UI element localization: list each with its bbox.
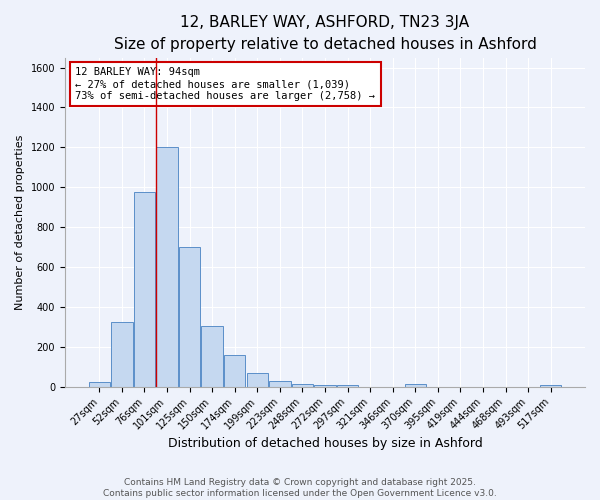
Bar (89, 382, 110, 386)
Bar (156, 148, 178, 386)
Title: 12, BARLEY WAY, ASHFORD, TN23 3JA
Size of property relative to detached houses i: 12, BARLEY WAY, ASHFORD, TN23 3JA Size o… (113, 15, 536, 52)
Bar (111, 322, 133, 386)
X-axis label: Distribution of detached houses by size in Ashford: Distribution of detached houses by size … (167, 437, 482, 450)
Bar (292, 384, 313, 386)
Bar (134, 192, 155, 386)
Bar (179, 247, 200, 386)
Bar (404, 384, 426, 386)
Bar (247, 373, 268, 386)
Bar (337, 385, 358, 386)
Bar (202, 326, 223, 386)
Text: 12 BARLEY WAY: 94sqm
← 27% of detached houses are smaller (1,039)
73% of semi-de: 12 BARLEY WAY: 94sqm ← 27% of detached h… (76, 68, 376, 100)
Bar (224, 355, 245, 386)
Bar (314, 384, 335, 386)
Bar (540, 384, 562, 386)
Y-axis label: Number of detached properties: Number of detached properties (15, 134, 25, 310)
Bar (269, 380, 290, 386)
Text: Contains HM Land Registry data © Crown copyright and database right 2025.
Contai: Contains HM Land Registry data © Crown c… (103, 478, 497, 498)
